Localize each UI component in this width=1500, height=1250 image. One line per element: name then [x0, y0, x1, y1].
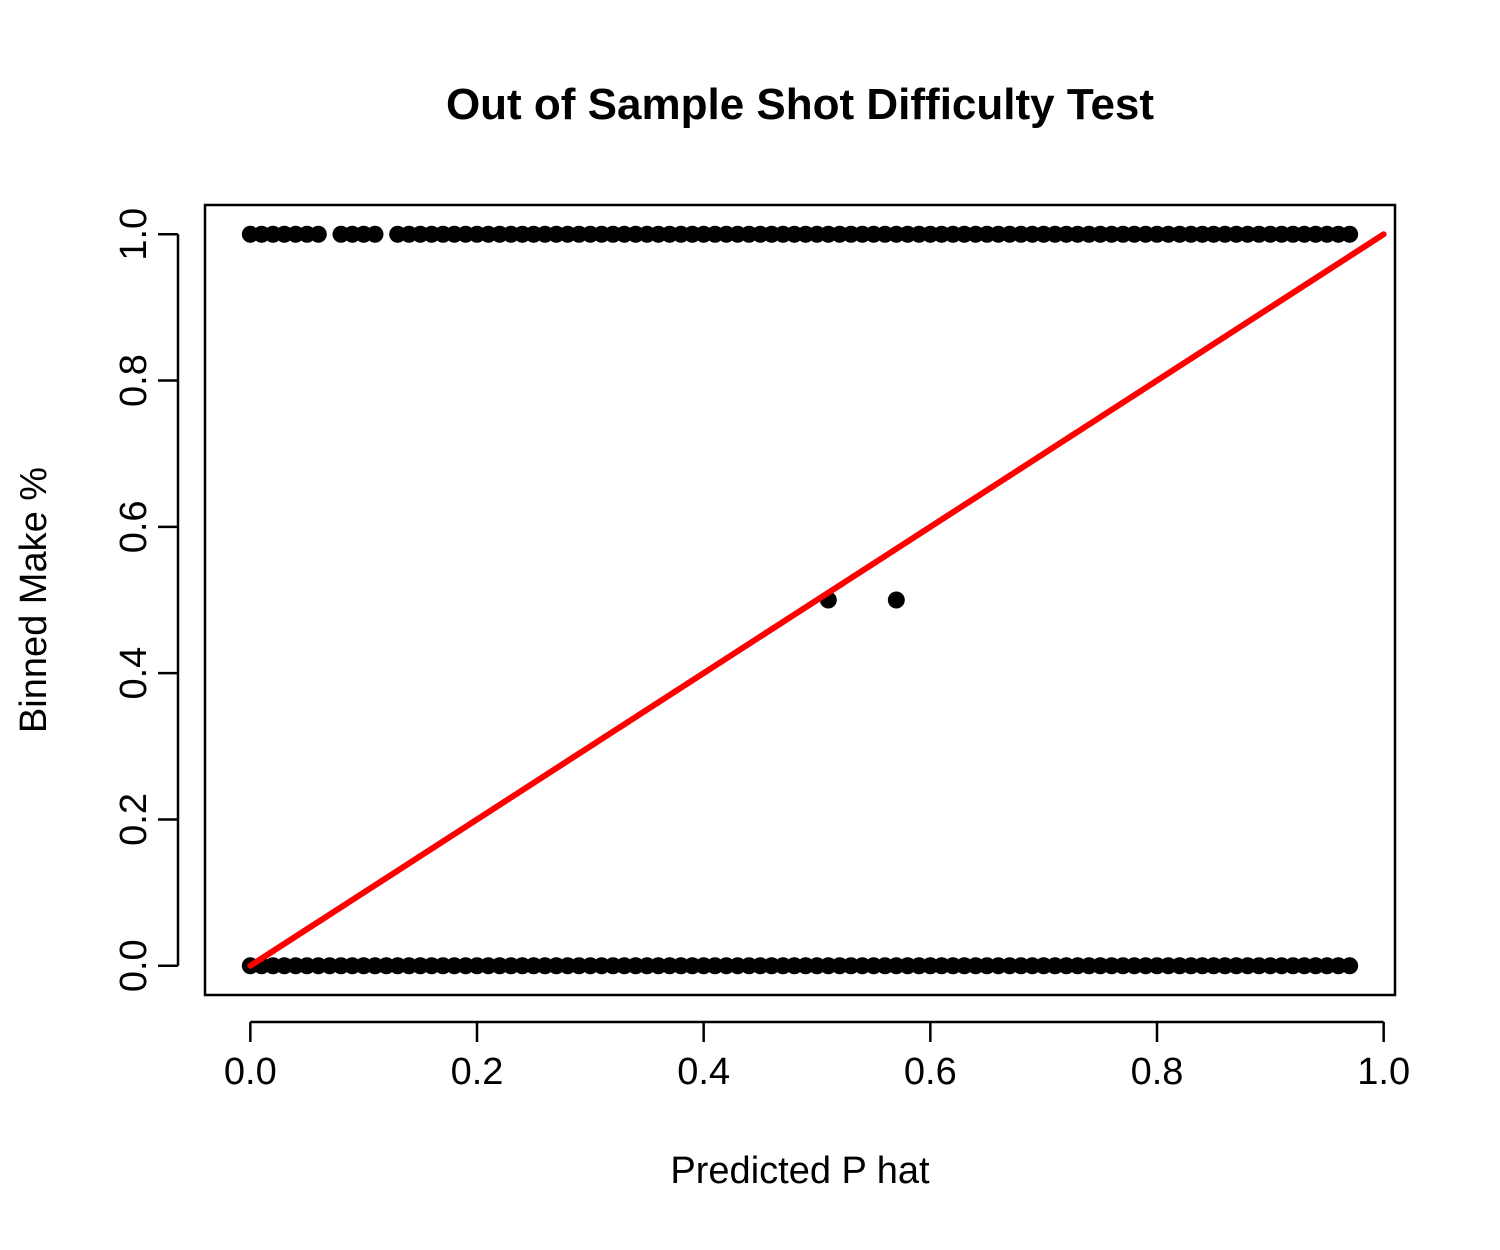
data-point	[1341, 957, 1359, 975]
x-axis-label: Predicted P hat	[670, 1150, 930, 1192]
y-axis: 0.0 0.2 0.4 0.6 0.8 1.0	[113, 208, 180, 992]
y-tick-label: 1.0	[113, 208, 155, 261]
chart-title: Out of Sample Shot Difficulty Test	[446, 80, 1154, 129]
y-tick-label: 0.6	[113, 500, 155, 553]
data-point	[366, 225, 384, 243]
data-point	[1341, 225, 1359, 243]
y-tick-label: 0.0	[113, 939, 155, 992]
x-tick-label: 0.0	[224, 1051, 277, 1093]
x-tick-label: 0.6	[904, 1051, 957, 1093]
x-tick-label: 0.8	[1131, 1051, 1184, 1093]
x-tick-label: 0.2	[451, 1051, 504, 1093]
x-tick-label: 0.4	[677, 1051, 730, 1093]
data-point	[887, 591, 905, 609]
reference-line	[247, 231, 1387, 969]
data-point	[309, 225, 327, 243]
data-points	[241, 225, 1359, 975]
reference-line-group	[247, 231, 1387, 969]
x-tick-label: 1.0	[1357, 1051, 1410, 1093]
y-tick-label: 0.8	[113, 354, 155, 407]
y-tick-label: 0.2	[113, 793, 155, 846]
plot-frame	[203, 203, 1397, 997]
y-axis-label: Binned Make %	[13, 467, 55, 733]
y-tick-label: 0.4	[113, 647, 155, 700]
x-axis: 0.0 0.2 0.4 0.6 0.8 1.0	[224, 1020, 1410, 1093]
